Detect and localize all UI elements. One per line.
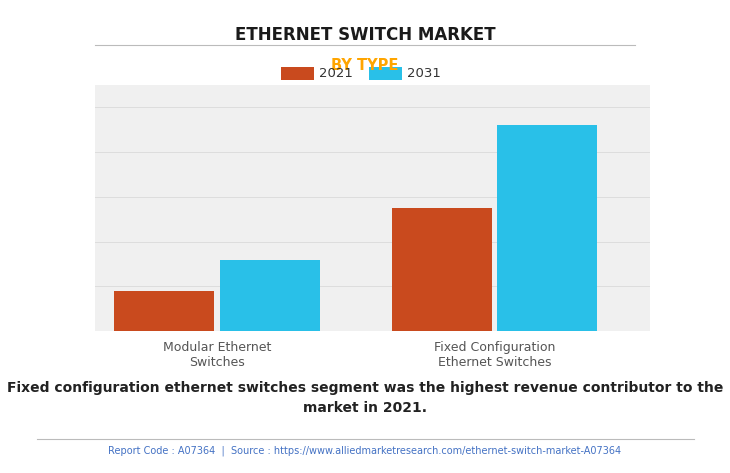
Bar (497, 125, 597, 331)
Text: Fixed configuration ethernet switches segment was the highest revenue contributo: Fixed configuration ethernet switches se… (7, 381, 723, 415)
Text: ETHERNET SWITCH MARKET: ETHERNET SWITCH MARKET (234, 26, 496, 44)
Text: BY TYPE: BY TYPE (331, 58, 399, 73)
Bar (220, 260, 320, 331)
Bar (392, 208, 491, 331)
Text: 2021: 2021 (319, 67, 353, 80)
Text: Report Code : A07364  |  Source : https://www.alliedmarketresearch.com/ethernet-: Report Code : A07364 | Source : https://… (109, 445, 621, 455)
Bar (115, 291, 214, 331)
Text: 2031: 2031 (407, 67, 440, 80)
